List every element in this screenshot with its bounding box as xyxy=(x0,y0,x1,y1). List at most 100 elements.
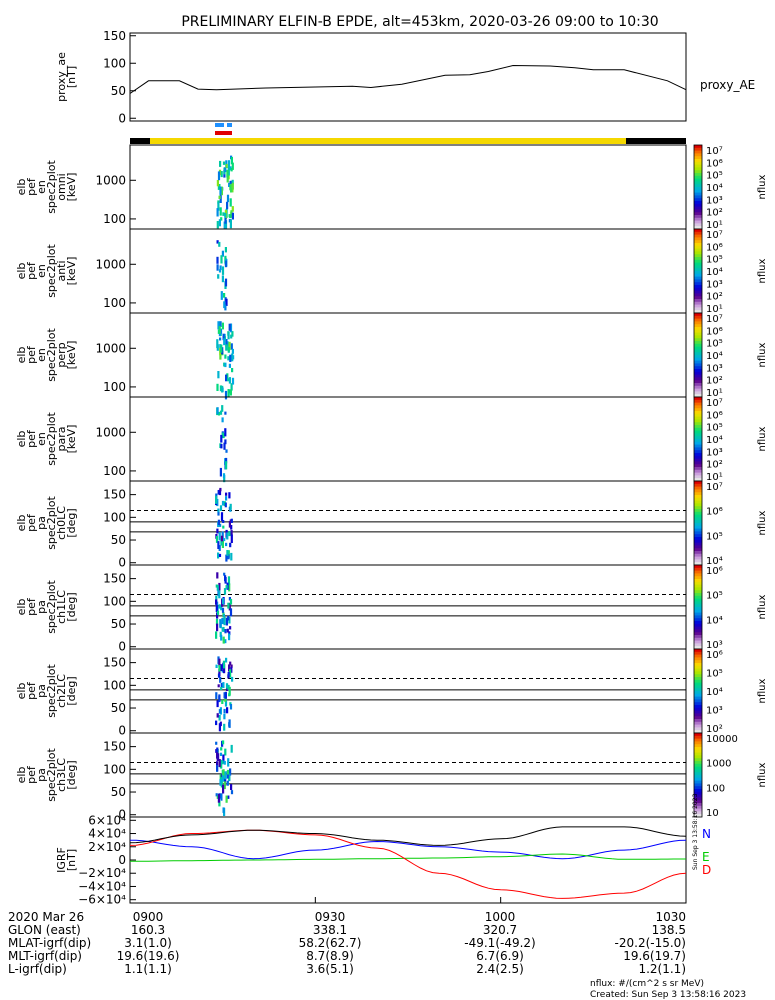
colorbar-step xyxy=(694,229,702,233)
ylabel-ch3LC-line-1: pef xyxy=(25,765,38,784)
colorbar-step xyxy=(694,637,702,642)
spectrogram-pixel xyxy=(219,467,222,477)
xaxis-row-2-value-1: 58.2(62.7) xyxy=(299,936,362,950)
spectrogram-pixel xyxy=(217,490,220,495)
colorbar-tick-ch2LC-4: 10² xyxy=(706,724,723,735)
spectrogram-pixel xyxy=(228,531,231,537)
spectrogram-pixel xyxy=(224,411,227,415)
spectrogram-pixel xyxy=(221,699,224,704)
colorbar-step xyxy=(694,399,702,404)
colorbar-label-omni: nflux xyxy=(757,174,768,199)
spectrogram-pixel xyxy=(229,626,232,630)
spectrogram-pixel xyxy=(216,264,219,271)
igrf-legend-N: N xyxy=(702,827,711,841)
xaxis-row-4-value-0: 1.1(1.1) xyxy=(124,962,172,976)
spectrogram-pixel xyxy=(217,171,221,181)
spectrogram-pixel xyxy=(218,241,221,247)
spectrogram-pixel xyxy=(220,535,223,542)
spectrogram-pixel xyxy=(219,352,222,360)
colorbar-step xyxy=(694,461,702,465)
colorbar-step xyxy=(694,318,702,322)
status-bars xyxy=(130,123,686,144)
spectrogram-pixel xyxy=(215,595,218,602)
spectrogram-pixel xyxy=(228,664,231,672)
colorbar-step xyxy=(694,237,702,241)
spectrogram-pixel xyxy=(223,760,226,765)
ytick-omni-1: 100 xyxy=(103,212,126,226)
colorbar-step xyxy=(694,357,702,362)
colorbar-step xyxy=(694,632,702,636)
colorbar-step xyxy=(694,567,702,572)
colorbar-step xyxy=(694,805,702,810)
spectrogram-pixel xyxy=(218,709,221,714)
spectrogram-pixel xyxy=(228,686,231,696)
colorbar-step xyxy=(694,315,702,320)
spectrogram-pixel xyxy=(216,339,219,349)
colorbar-step xyxy=(694,523,702,527)
colorbar-step xyxy=(694,548,702,552)
spectrogram-pixel xyxy=(231,182,234,190)
spectrogram-pixel xyxy=(224,575,227,582)
xaxis-row-2-value-3: -20.2(-15.0) xyxy=(615,936,686,950)
colorbar-step xyxy=(694,240,702,244)
spectrogram-pixel xyxy=(231,331,234,337)
colorbar-step xyxy=(694,366,702,370)
status-bar-black-left xyxy=(130,138,150,144)
spectrogram-pixel xyxy=(220,344,223,353)
colorbar-step xyxy=(694,763,702,768)
ytick-ch3LC-2: 100 xyxy=(103,762,126,776)
colorbar-step xyxy=(694,598,702,602)
ylabel-ch3LC-line-3: spec2plot xyxy=(45,748,58,802)
panel-frame-perp xyxy=(129,312,687,398)
colorbar-step xyxy=(694,657,702,661)
colorbar-step xyxy=(694,649,702,653)
colorbar-step xyxy=(694,279,702,283)
colorbar-step xyxy=(694,612,702,616)
colorbar-step xyxy=(694,595,702,600)
colorbar-step xyxy=(694,287,702,292)
colorbar-tick-ch1LC-2: 10⁴ xyxy=(706,615,723,626)
colorbar-step xyxy=(694,643,702,647)
colorbar-tick-ch1LC-1: 10⁵ xyxy=(706,591,723,602)
colorbar-step xyxy=(694,369,702,373)
units-note: nflux: #/(cm^2 s sr MeV) xyxy=(590,979,704,989)
colorbar-label-perp: nflux xyxy=(757,342,768,367)
ytick-anti-0: 1000 xyxy=(95,257,126,271)
colorbar-step xyxy=(694,455,702,460)
colorbar-step xyxy=(694,458,702,462)
colorbar-step xyxy=(694,145,702,149)
colorbars: 10⁷10⁶10⁵10⁴10³10²10¹nflux10⁷10⁶10⁵10⁴10… xyxy=(693,144,768,819)
ytick-ch3LC-1: 50 xyxy=(111,785,126,799)
spectrogram-pixel xyxy=(218,532,221,541)
colorbar-step xyxy=(694,324,702,328)
spectrogram-pixel xyxy=(216,528,219,534)
spectrogram-pixel xyxy=(223,713,226,720)
spectrogram-pixel xyxy=(229,768,232,776)
spectrogram-pixel xyxy=(219,779,222,786)
colorbar-step xyxy=(694,265,702,269)
panel-frame-ch3LC xyxy=(129,732,687,818)
spectrogram-pixel xyxy=(224,212,227,218)
ylabel-perp-line-1: pef xyxy=(25,345,38,364)
spectrogram-pixel xyxy=(225,339,228,348)
colorbar-step xyxy=(694,626,702,630)
ylabel-para-line-2: en xyxy=(35,432,48,446)
spectrogram-pixel xyxy=(228,583,231,592)
spectrogram-pixel xyxy=(229,503,232,510)
colorbar-tick-para-3: 10⁴ xyxy=(706,435,723,446)
ytick-ch2LC-0: 0 xyxy=(118,724,126,738)
spectrogram-pixel xyxy=(225,496,228,501)
colorbar-step xyxy=(694,534,702,538)
spectrogram-pixel xyxy=(224,362,227,368)
spectrogram-pixel xyxy=(221,607,225,613)
colorbar-step xyxy=(694,363,702,367)
spectrogram-pixel xyxy=(225,585,228,589)
colorbar-step xyxy=(694,584,702,588)
colorbar-step xyxy=(694,629,702,633)
colorbar-step xyxy=(694,321,702,325)
xaxis-row-0-value-1: 0930 xyxy=(315,910,346,924)
spectrogram-pixel xyxy=(221,322,224,330)
colorbar-step xyxy=(694,492,702,496)
spectrogram-pixel xyxy=(216,221,219,229)
